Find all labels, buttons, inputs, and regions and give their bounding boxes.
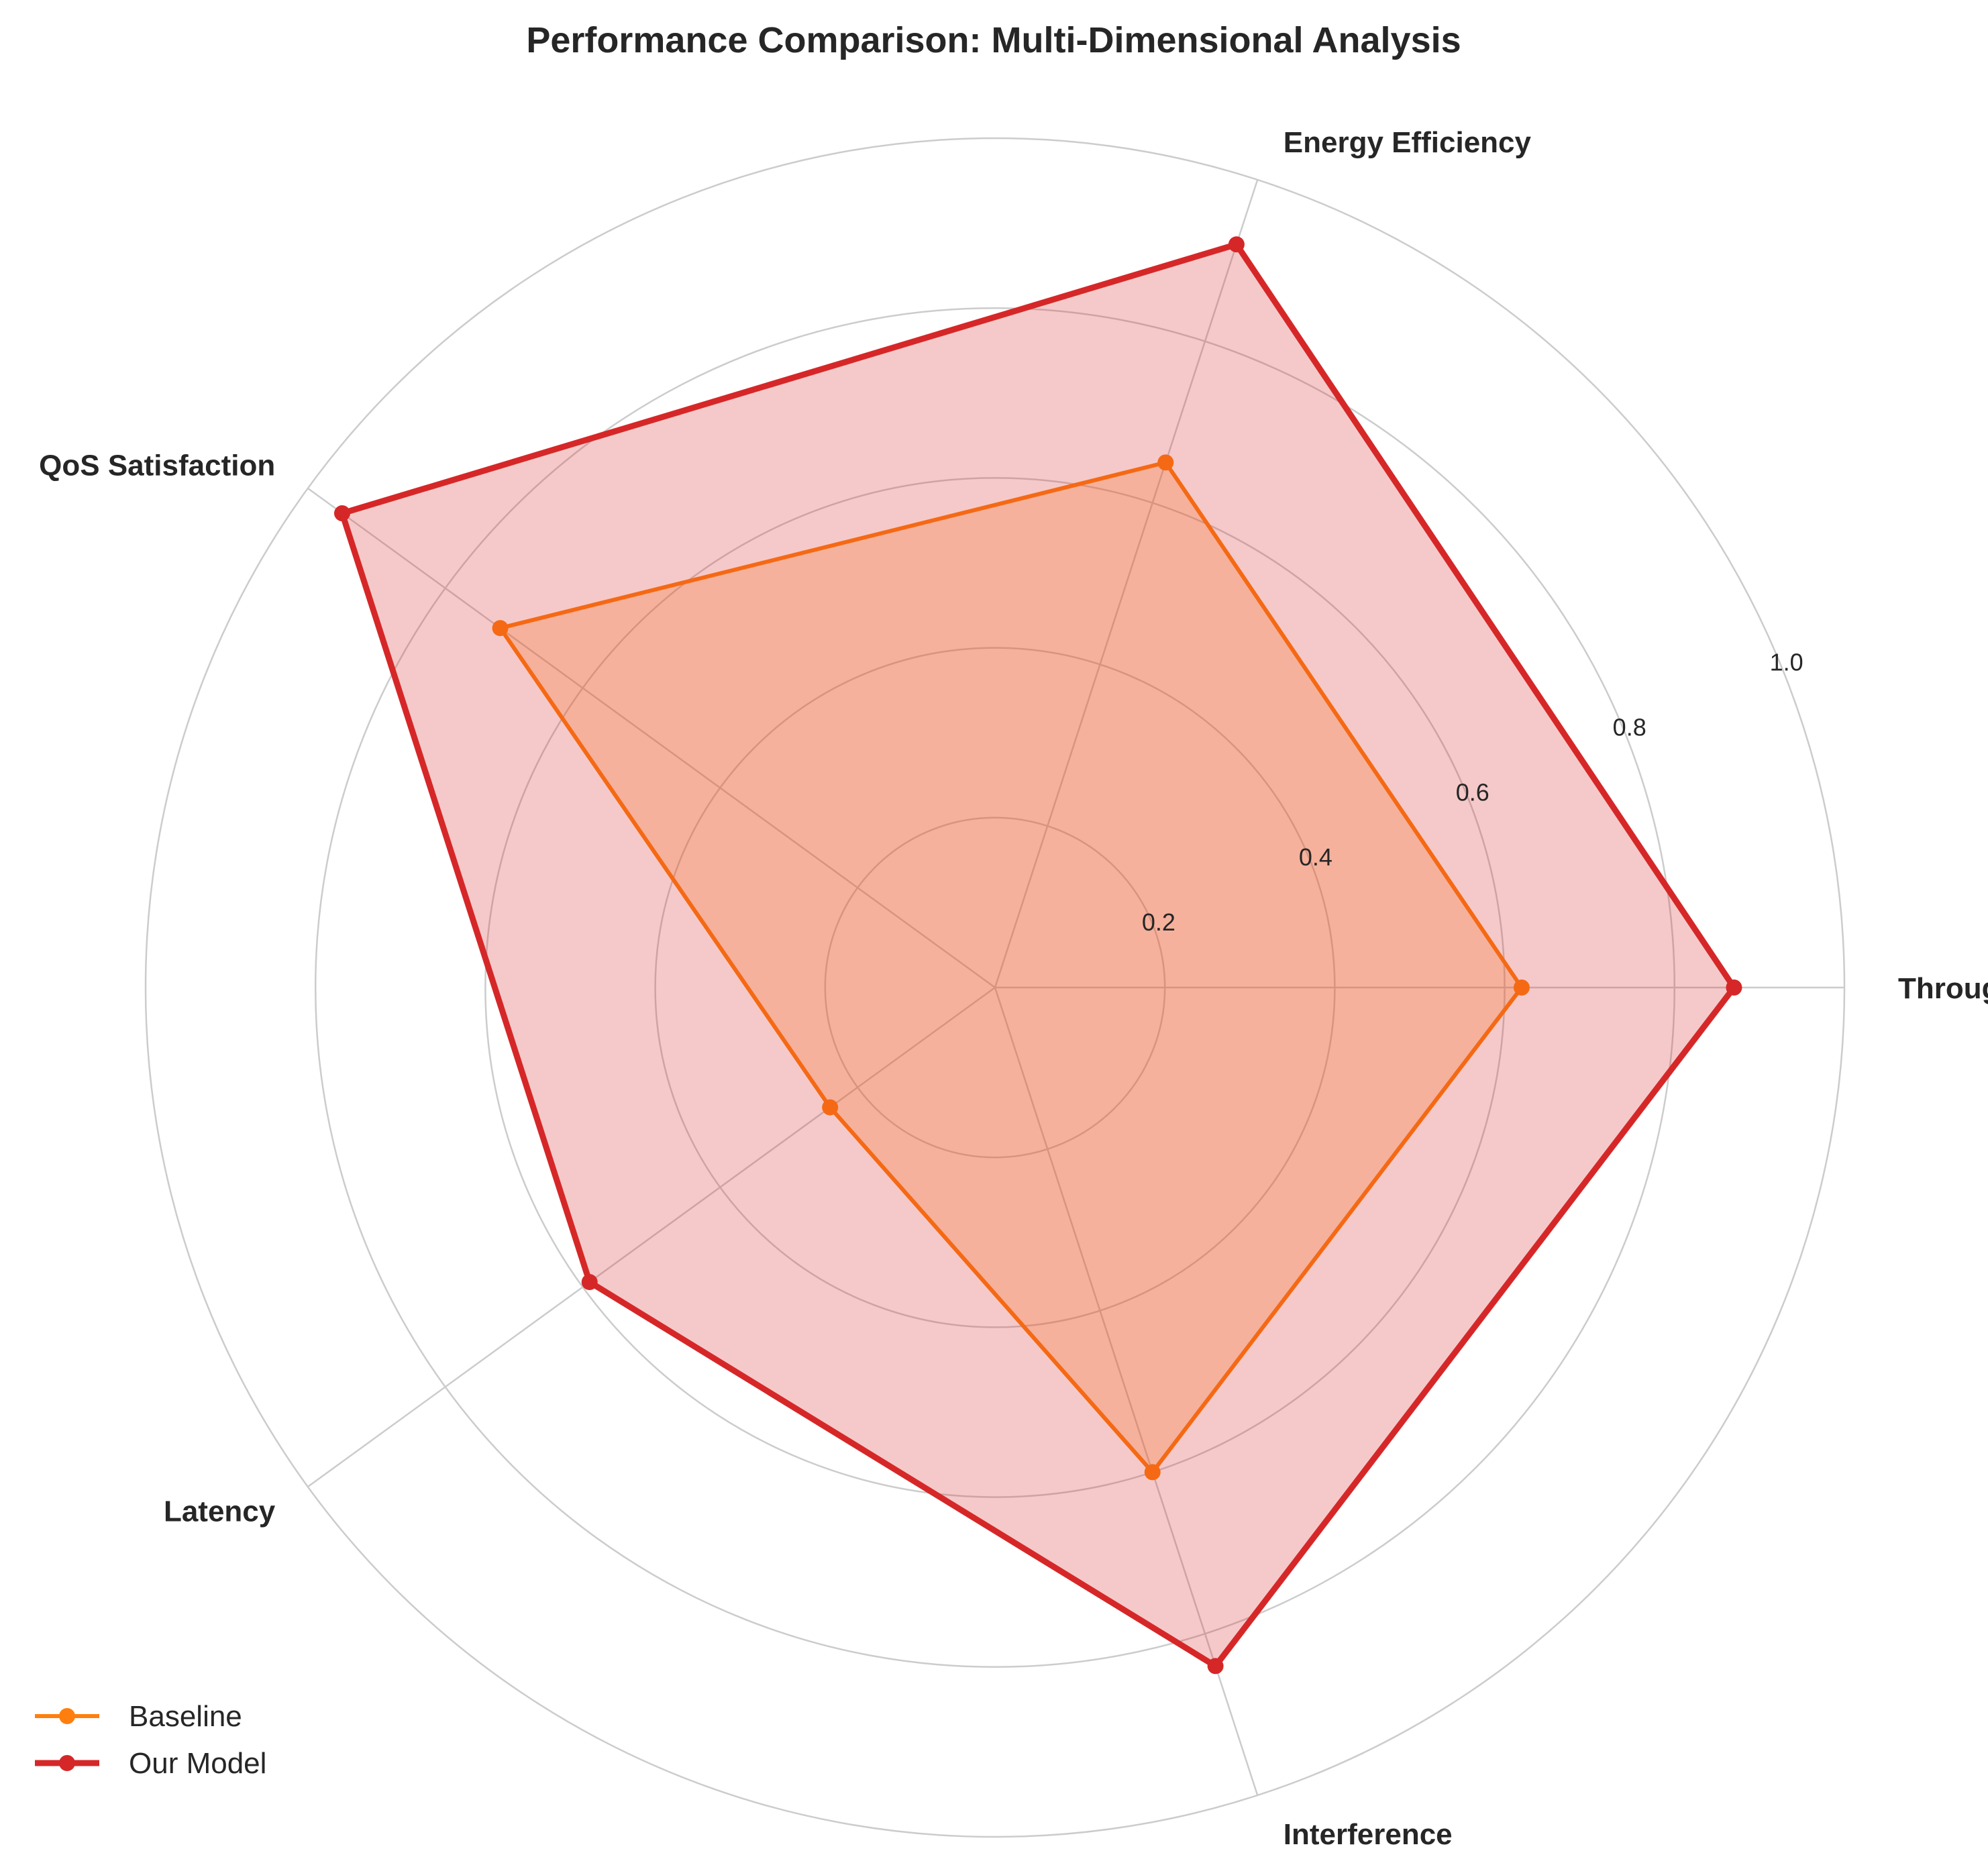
radar-grid <box>144 137 1846 1838</box>
legend-label-1: Our Model <box>129 1747 266 1780</box>
axis-label-2: QoS Satisfaction <box>39 449 275 482</box>
series-1-point-4 <box>1207 1658 1224 1675</box>
series-0-point-3 <box>822 1099 839 1116</box>
axis-label-4: Interference <box>1284 1818 1453 1851</box>
legend: Baseline Our Model <box>35 1700 266 1780</box>
series-fill-0 <box>500 462 1522 1473</box>
axis-label-1: Energy Efficiency <box>1284 126 1532 159</box>
series-1-point-1 <box>1228 236 1245 253</box>
series-line-0 <box>498 460 1524 1475</box>
spoke-2 <box>307 487 996 989</box>
r-tick-label-3: 0.8 <box>1613 713 1646 741</box>
r-tick-label-0: 0.2 <box>1142 908 1175 936</box>
series-0-point-2 <box>492 620 509 637</box>
r-tick-label-1: 0.4 <box>1299 843 1332 871</box>
legend-marker-1 <box>59 1755 75 1771</box>
axis-label-3: Latency <box>164 1495 276 1528</box>
radar-series <box>333 236 1742 1675</box>
series-1-point-0 <box>1726 979 1742 996</box>
series-1-point-3 <box>581 1274 598 1291</box>
series-1-point-2 <box>333 505 350 522</box>
series-line-1 <box>339 241 1737 1669</box>
spoke-1 <box>994 179 1259 988</box>
axis-label-0: Throughput <box>1898 972 1988 1005</box>
r-tick-label-4: 1.0 <box>1770 649 1803 676</box>
legend-marker-0 <box>59 1708 75 1724</box>
series-fill-1 <box>342 244 1734 1666</box>
r-tick-label-2: 0.6 <box>1456 778 1489 806</box>
radar-labels: 0.2 0.4 0.6 0.8 1.0 Throughput Energy Efficien… <box>39 126 1988 1851</box>
series-0-point-0 <box>1513 979 1530 996</box>
spoke-3 <box>307 986 996 1488</box>
legend-label-0: Baseline <box>129 1700 242 1733</box>
chart-title: Performance Comparison: Multi-Dimensiona… <box>526 20 1461 60</box>
series-0-point-4 <box>1144 1464 1161 1481</box>
series-0-point-1 <box>1157 454 1174 471</box>
